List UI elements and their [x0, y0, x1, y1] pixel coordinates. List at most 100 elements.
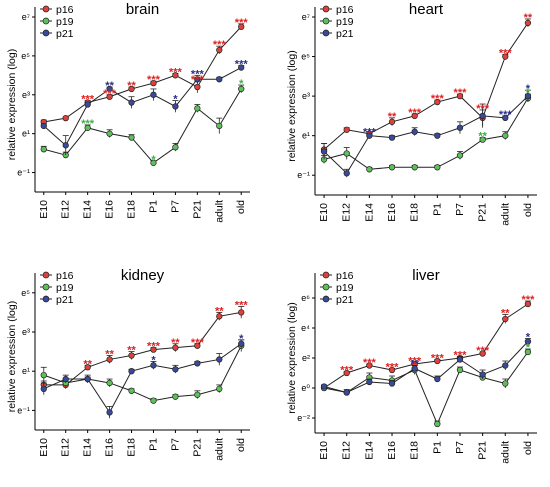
- x-tick-label-old: old: [235, 438, 247, 452]
- data-point-p19-e14: [84, 124, 91, 131]
- x-tick-label-adult: adult: [213, 200, 225, 223]
- legend-label-p16: p16: [56, 4, 74, 16]
- y-tick-label: e³: [302, 91, 310, 101]
- panel-liver: liver relative expression (log)e⁻² e⁰ e² e⁴ e…: [286, 267, 537, 464]
- x-tick-label-e16: E16: [104, 438, 116, 457]
- data-point-p16-adult: [502, 53, 509, 60]
- y-axis-label: relative expression (log): [286, 50, 298, 161]
- data-point-p16-old: [238, 23, 245, 30]
- legend-label-p19: p19: [56, 16, 74, 28]
- data-point-p21-adult: [216, 356, 223, 363]
- legend-marker-p16: [322, 5, 330, 13]
- series-line-p21: [43, 343, 242, 414]
- data-point-p21-p21: [194, 76, 201, 83]
- series-line-p16: [323, 303, 529, 389]
- x-tick-label-old: old: [235, 200, 247, 214]
- significance-p16-e18: **: [127, 80, 136, 92]
- panel-title: brain: [126, 1, 159, 18]
- panel-title: liver: [412, 267, 440, 284]
- legend-label-p19: p19: [336, 16, 354, 28]
- x-tick-label-e12: E12: [60, 200, 72, 219]
- y-tick-label: e⁻¹: [17, 168, 30, 178]
- data-point-p21-p1: [150, 362, 157, 369]
- x-tick-label-p1: P1: [147, 438, 159, 451]
- data-point-p21-p7: [172, 103, 179, 110]
- series-line-p16: [43, 26, 242, 123]
- series-line-p21: [323, 95, 529, 175]
- data-point-p21-p7: [456, 356, 464, 363]
- data-point-p16-p1: [150, 79, 157, 87]
- data-point-p16-e16: [388, 366, 396, 374]
- data-point-p16-p1: [150, 346, 157, 353]
- x-tick-label-e16: E16: [386, 203, 398, 222]
- significance-p16-p7: ***: [169, 66, 183, 78]
- x-tick-label-old: old: [522, 441, 534, 455]
- x-tick-label-p7: P7: [169, 200, 181, 213]
- data-point-p21-p1: [434, 375, 441, 383]
- data-point-p21-e14: [84, 101, 91, 108]
- data-point-p16-p7: [172, 344, 179, 351]
- x-tick-label-p1: P1: [147, 200, 159, 213]
- y-tick-label: e⁵: [21, 288, 30, 298]
- data-point-p21-e12: [343, 170, 350, 177]
- data-point-p21-p21: [479, 371, 486, 378]
- data-point-p19-adult: [502, 380, 509, 387]
- data-point-p19-p21: [194, 391, 201, 398]
- series-line-p19: [323, 97, 529, 170]
- legend-label-p21: p21: [336, 28, 354, 40]
- x-tick-label-e18: E18: [409, 441, 421, 460]
- significance-p16-p1: ***: [431, 353, 445, 365]
- y-tick-label: e⁻¹: [297, 170, 310, 180]
- legend-marker-p16: [42, 271, 50, 279]
- data-point-p21-e10: [40, 122, 47, 130]
- data-point-p19-e12: [343, 150, 350, 157]
- legend-marker-p21: [322, 295, 330, 303]
- data-point-p16-e18: [128, 85, 135, 93]
- significance-p16-e16: ***: [103, 88, 117, 100]
- data-point-p21-e14: [84, 375, 91, 383]
- significance-p16-p1: ***: [147, 74, 161, 86]
- y-tick-label: e¹: [22, 366, 30, 376]
- data-point-p21-e12: [62, 375, 69, 383]
- data-point-p16-e12: [343, 126, 350, 133]
- series-line-p16: [43, 311, 242, 386]
- data-point-p19-p21: [194, 105, 201, 112]
- data-point-p21-e10: [320, 383, 328, 390]
- data-point-p21-p21: [479, 112, 486, 120]
- legend-marker-p21: [42, 295, 50, 303]
- series-line-p19: [323, 351, 529, 426]
- data-point-p21-e18: [128, 368, 135, 375]
- significance-p16-e16: **: [105, 349, 114, 361]
- data-point-p16-p21: [479, 350, 486, 357]
- significance-p16-e14: **: [83, 358, 92, 370]
- legend-label-p19: p19: [336, 282, 354, 294]
- significance-p16-e12: ***: [340, 365, 354, 377]
- significance-p21-p1: *: [151, 354, 156, 366]
- data-point-p16-p7: [172, 72, 179, 79]
- x-tick-label-e14: E14: [82, 200, 94, 219]
- significance-p16-old: ***: [522, 294, 536, 306]
- y-axis-label: relative expression (log): [6, 301, 18, 412]
- data-point-p16-adult: [502, 315, 509, 323]
- data-point-p21-old: [524, 92, 532, 100]
- y-axis-label: relative expression (log): [286, 302, 298, 413]
- data-point-p16-adult: [216, 46, 223, 54]
- significance-p21-old: *: [526, 332, 531, 344]
- significance-p21-adult: ***: [499, 109, 513, 121]
- x-tick-label-e14: E14: [363, 203, 375, 222]
- data-point-p16-old: [238, 309, 245, 316]
- data-point-p16-e14: [366, 362, 373, 369]
- legend-marker-p19: [42, 17, 50, 25]
- x-tick-label-e10: E10: [38, 200, 50, 219]
- series-p16: [320, 300, 532, 392]
- series-line-p19: [43, 345, 242, 402]
- legend-marker-p19: [42, 283, 50, 291]
- significance-p16-old: **: [524, 12, 533, 24]
- data-point-p21-p1: [434, 132, 441, 139]
- significance-p19-p1: *: [151, 154, 156, 166]
- series-p19: [40, 339, 245, 404]
- y-tick-label: e⁷: [302, 12, 310, 22]
- y-tick-label: e⁻¹: [17, 405, 30, 415]
- legend-label-p16: p16: [56, 270, 74, 282]
